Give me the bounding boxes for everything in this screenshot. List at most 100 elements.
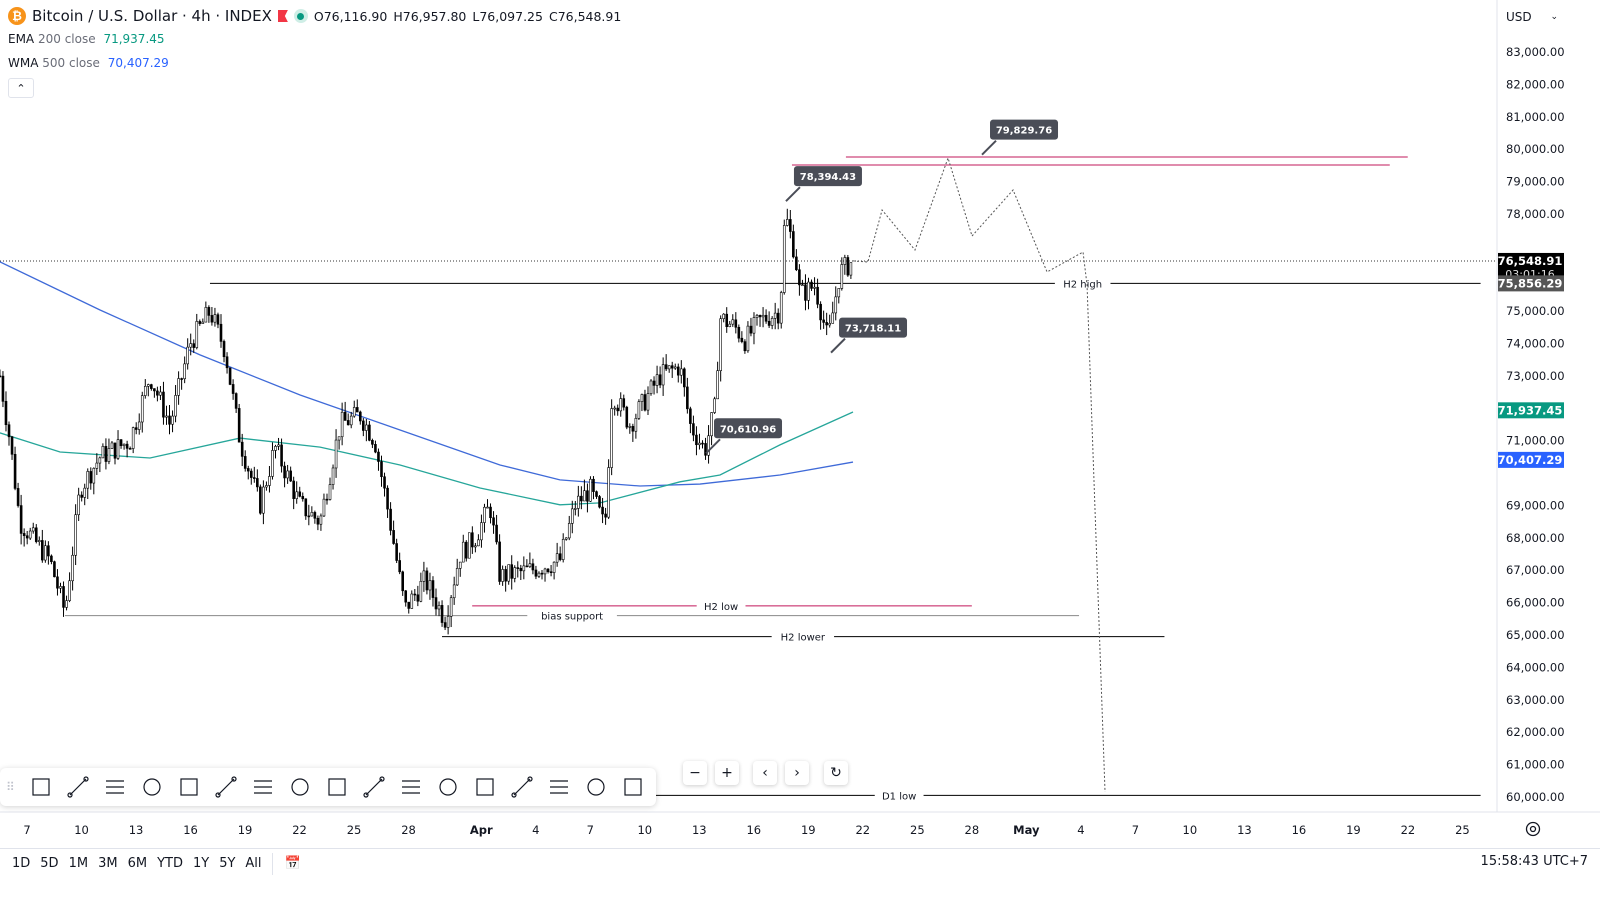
candle — [713, 396, 716, 414]
candle-body — [622, 398, 626, 408]
candle — [552, 561, 556, 580]
candle — [119, 439, 123, 449]
range-all[interactable]: All — [245, 856, 262, 871]
trend-line-tool-icon[interactable] — [506, 771, 538, 803]
candle-body — [443, 622, 447, 628]
triangle-tool-icon[interactable] — [543, 771, 575, 803]
callout-pointer — [705, 438, 721, 454]
candle-body — [458, 561, 462, 569]
circle-tool-icon[interactable] — [432, 771, 464, 803]
rectangle-tool-icon[interactable] — [25, 771, 57, 803]
candle-body — [813, 286, 816, 289]
candle-body — [216, 314, 220, 325]
callout-tool-icon[interactable] — [62, 771, 94, 803]
candle-body — [328, 484, 332, 500]
candle-body — [262, 486, 265, 514]
candle-body — [44, 545, 47, 561]
candle — [755, 313, 759, 326]
range-5y[interactable]: 5Y — [219, 856, 236, 871]
fib-retracement-tool-icon[interactable] — [99, 771, 131, 803]
candle — [422, 561, 426, 592]
candle-body — [589, 478, 592, 502]
candle-body — [728, 323, 732, 327]
time-tick-label: May — [1013, 823, 1040, 837]
candle — [37, 536, 41, 546]
candle-body — [277, 444, 280, 447]
flag-icon[interactable] — [277, 10, 288, 22]
candle-body — [249, 470, 253, 478]
indicator-wma[interactable]: WMA 500 close 70,407.29 — [8, 56, 621, 74]
price-label-tool-icon[interactable] — [358, 771, 390, 803]
candle — [701, 440, 704, 449]
line-label-bg — [527, 609, 617, 622]
callout-pointer — [981, 139, 997, 156]
candle-body — [392, 530, 395, 544]
scroll-left-button[interactable]: ‹ — [753, 761, 777, 785]
candle-body — [358, 411, 362, 422]
go-to-date-calendar-icon[interactable]: 📅 — [271, 852, 301, 875]
time-tick-label: 10 — [637, 823, 652, 837]
ray-tool-icon[interactable] — [469, 771, 501, 803]
range-6m[interactable]: 6M — [127, 856, 148, 871]
text-tool-icon[interactable] — [136, 771, 168, 803]
candle — [834, 286, 838, 321]
candle-body — [13, 453, 17, 489]
candle — [455, 558, 459, 586]
candle-body — [301, 496, 305, 500]
time-tick-label: 13 — [129, 823, 144, 837]
candle-body — [834, 296, 838, 314]
reset-chart-button[interactable]: ↻ — [824, 761, 848, 785]
candle-body — [686, 386, 689, 410]
path-tool-icon[interactable] — [173, 771, 205, 803]
collapse-legend-button[interactable]: ⌃ — [8, 78, 34, 98]
settings-gear-icon[interactable] — [1524, 820, 1542, 838]
short-label-tool-icon[interactable] — [284, 771, 316, 803]
candle — [189, 333, 193, 356]
brush-tool-icon[interactable] — [617, 771, 649, 803]
comment-tool-icon[interactable] — [395, 771, 427, 803]
candle-body — [86, 471, 90, 489]
candle-body — [619, 398, 623, 412]
candle-body — [507, 564, 510, 582]
candle-body — [471, 532, 474, 548]
scroll-right-button[interactable]: › — [785, 761, 809, 785]
curve-tool-icon[interactable] — [580, 771, 612, 803]
candle — [346, 413, 350, 426]
ellipse-shape-tool-icon[interactable] — [321, 771, 353, 803]
callout-pointer — [785, 186, 801, 202]
range-3m[interactable]: 3M — [98, 856, 118, 871]
candle-body — [95, 462, 99, 469]
candle-body — [495, 524, 498, 543]
range-1y[interactable]: 1Y — [192, 856, 210, 871]
range-ytd[interactable]: YTD — [157, 856, 183, 871]
candle — [98, 456, 102, 473]
candle-body — [816, 286, 819, 305]
zoom-out-button[interactable]: − — [683, 761, 707, 785]
drag-handle-icon[interactable]: ⠿ — [6, 780, 15, 794]
clock[interactable]: 15:58:43 UTC+7 — [1480, 854, 1588, 869]
indicator-ema[interactable]: EMA 200 close 71,937.45 — [8, 32, 621, 50]
candle-body — [389, 508, 392, 531]
candle — [168, 405, 171, 435]
range-1d[interactable]: 1D — [12, 856, 31, 871]
candle-body — [752, 317, 756, 334]
candle — [195, 313, 199, 350]
candle-body — [168, 415, 171, 425]
candle — [840, 257, 844, 291]
candle — [165, 405, 168, 425]
zoom-in-button[interactable]: + — [715, 761, 739, 785]
candle — [464, 540, 468, 562]
candle-body — [713, 398, 716, 413]
candle-body — [295, 491, 299, 499]
currency-select[interactable]: USD ⌄ — [1500, 6, 1564, 28]
candle-body — [837, 288, 841, 298]
candle — [504, 565, 507, 592]
price-tick-label: 78,000.00 — [1506, 207, 1565, 221]
symbol-title[interactable]: Bitcoin / U.S. Dollar · 4h · INDEX — [32, 7, 272, 25]
range-5d[interactable]: 5D — [40, 856, 59, 871]
long-position-tool-icon[interactable] — [210, 771, 242, 803]
candle — [398, 552, 401, 575]
range-1m[interactable]: 1M — [68, 856, 89, 871]
long-label-tool-icon[interactable] — [247, 771, 279, 803]
